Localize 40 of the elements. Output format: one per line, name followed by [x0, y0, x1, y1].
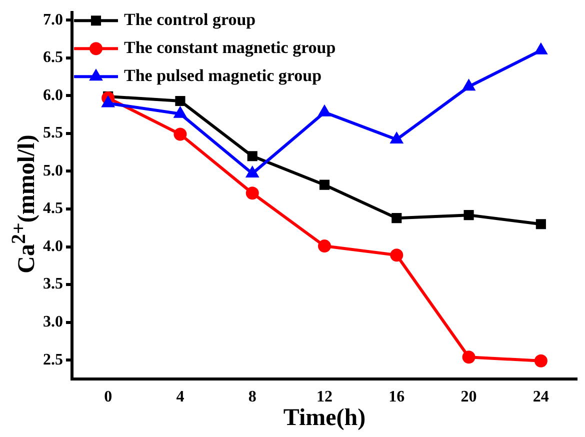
- x-tick-label: 8: [248, 388, 256, 406]
- point: [246, 167, 258, 178]
- point: [175, 96, 186, 106]
- point: [392, 213, 402, 224]
- y-tick-label: 7.0: [43, 11, 63, 28]
- x-tick-label: 24: [532, 388, 549, 406]
- y-tick-label: 3.0: [43, 313, 63, 330]
- point: [318, 106, 330, 116]
- point: [462, 350, 476, 364]
- y-tick-label: 5.0: [43, 162, 63, 180]
- y-tick-label: 5.5: [43, 124, 63, 142]
- point: [534, 354, 548, 368]
- x-tick-label: 20: [460, 388, 477, 406]
- y-tick-label: 6.5: [43, 49, 63, 66]
- legend-label: The constant magnetic group: [124, 38, 336, 57]
- point: [246, 186, 259, 200]
- x-tick-label: 12: [316, 388, 332, 406]
- y-tick-label: 3.5: [43, 276, 63, 293]
- y-tick-label: 4.5: [43, 200, 63, 218]
- point: [390, 248, 404, 262]
- x-tick-label: 0: [104, 388, 112, 406]
- point: [535, 44, 547, 54]
- point: [247, 151, 258, 162]
- point: [462, 80, 475, 91]
- point: [536, 219, 546, 230]
- x-tick-label: 4: [176, 388, 184, 406]
- point: [318, 240, 331, 253]
- point: [390, 133, 402, 144]
- x-axis-title: Time(h): [283, 404, 366, 431]
- legend-label: The pulsed magnetic group: [124, 66, 322, 85]
- legend-label: The control group: [124, 10, 256, 29]
- y-tick-label: 4.0: [43, 238, 63, 255]
- y-tick-label: 2.5: [43, 351, 63, 368]
- x-tick-label: 16: [388, 388, 405, 406]
- point: [174, 107, 186, 118]
- point: [464, 210, 474, 220]
- point: [102, 96, 114, 108]
- point: [319, 180, 330, 190]
- point: [174, 128, 187, 141]
- y-tick-label: 6.0: [43, 86, 63, 104]
